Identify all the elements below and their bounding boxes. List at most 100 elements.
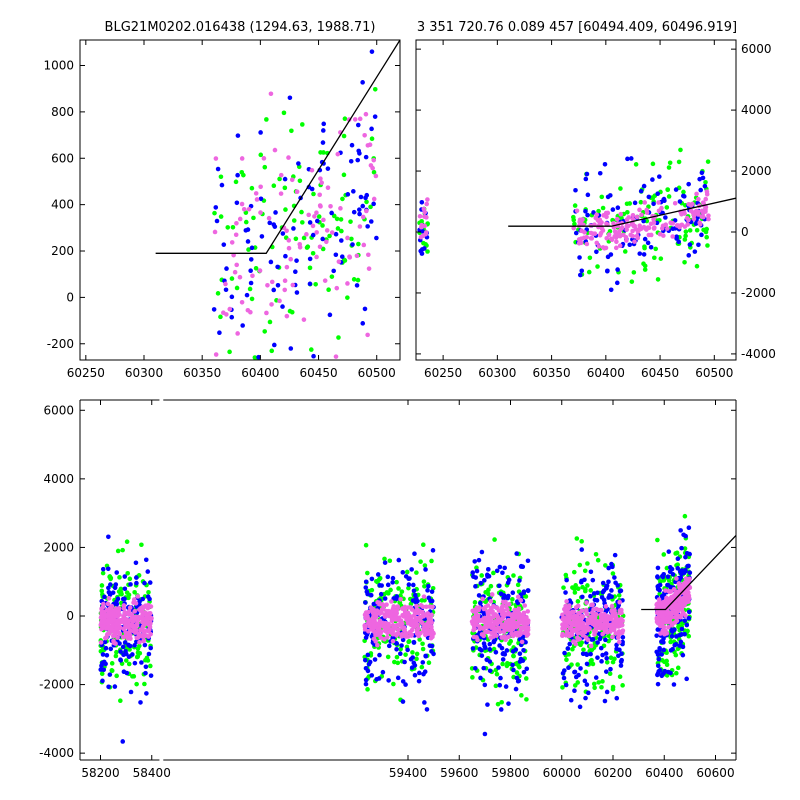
green-data-point [508, 638, 514, 644]
pink-data-point [703, 196, 709, 202]
blue-data-point [140, 596, 146, 602]
blue-data-point [294, 258, 299, 263]
blue-data-point [479, 549, 485, 555]
green-data-point [392, 659, 397, 665]
x-tick-label: 59400 [389, 766, 427, 780]
blue-data-point [472, 559, 478, 564]
pink-data-point [618, 211, 624, 217]
green-data-point [560, 685, 565, 690]
blue-data-point [608, 193, 613, 198]
blue-data-point [487, 647, 493, 652]
pink-data-point [364, 208, 369, 214]
model-curve [155, 40, 400, 254]
pink-data-point [568, 625, 573, 631]
pink-data-point [595, 619, 600, 625]
pink-data-point [146, 628, 151, 634]
blue-data-point [411, 582, 416, 588]
pink-data-point [357, 224, 363, 229]
green-data-point [673, 652, 679, 658]
green-data-point [499, 699, 504, 705]
pink-data-point [600, 631, 605, 637]
pink-data-point [414, 603, 419, 609]
pink-data-point [509, 631, 514, 636]
bottom-full-lightcurve-plot: 58200 58400 59400 59600 59800 60000 60200 60400… [39, 399, 737, 780]
blue-data-point [356, 148, 362, 154]
pink-data-point [366, 266, 372, 271]
pink-data-point [611, 619, 617, 624]
green-data-point [492, 537, 497, 542]
pink-data-point [571, 225, 576, 231]
pink-data-point [142, 633, 147, 639]
green-data-point [99, 583, 105, 588]
blue-data-point [476, 593, 482, 598]
green-data-point [331, 213, 337, 219]
blue-data-point [248, 257, 254, 262]
pink-data-point [362, 627, 368, 632]
green-data-point [588, 588, 593, 593]
pink-data-point [429, 624, 434, 630]
pink-data-point [560, 616, 565, 622]
blue-data-point [578, 579, 584, 585]
blue-data-point [686, 525, 692, 531]
blue-data-point [525, 588, 531, 594]
pink-data-point [423, 230, 429, 235]
blue-data-point [122, 640, 128, 645]
blue-data-point [118, 649, 123, 654]
green-data-point [143, 657, 148, 663]
blue-data-point [679, 626, 685, 632]
blue-data-point [291, 226, 296, 231]
blue-data-point [595, 655, 600, 660]
blue-data-point [659, 639, 664, 644]
green-data-point [523, 676, 529, 681]
pink-data-point [229, 240, 235, 245]
blue-data-point [502, 565, 507, 571]
blue-data-point [355, 122, 361, 128]
pink-data-point [674, 603, 679, 609]
blue-data-point [632, 200, 638, 206]
blue-data-point [600, 580, 606, 586]
x-tick-label: 60600 [696, 766, 734, 780]
pink-data-point [304, 232, 309, 237]
blue-data-point [565, 646, 571, 651]
green-data-point [681, 189, 686, 195]
y-tick-label: 800 [51, 105, 74, 119]
pink-data-point [284, 313, 290, 319]
green-data-point [586, 269, 592, 275]
pink-data-point [122, 610, 128, 615]
pink-data-point [375, 642, 380, 648]
green-data-point [703, 179, 708, 185]
green-data-point [253, 266, 259, 271]
y-tick-label: 400 [51, 198, 74, 212]
green-data-point [618, 186, 623, 191]
pink-data-point [610, 634, 615, 640]
green-data-point [229, 276, 235, 281]
pink-data-point [264, 310, 269, 316]
pink-data-point [604, 617, 609, 623]
blue-data-point [105, 566, 111, 572]
green-data-point [310, 250, 316, 256]
blue-data-point [117, 641, 122, 646]
pink-data-point [382, 613, 388, 618]
pink-data-point [241, 206, 247, 212]
pink-data-point [703, 207, 708, 212]
blue-data-point [223, 287, 229, 293]
pink-data-point [232, 269, 238, 275]
green-data-point [658, 256, 664, 261]
blue-data-point [599, 659, 604, 664]
blue-data-point [371, 201, 376, 207]
pink-data-point [147, 611, 153, 616]
pink-data-point [522, 603, 528, 608]
blue-data-point [700, 175, 706, 181]
pink-data-point [121, 626, 127, 632]
pink-data-point [562, 625, 568, 631]
blue-data-point [357, 211, 362, 217]
pink-data-point [284, 228, 289, 234]
blue-data-point [106, 585, 111, 591]
blue-data-point [122, 586, 128, 592]
blue-data-point [411, 660, 417, 666]
pink-data-point [329, 230, 335, 235]
pink-data-point [576, 240, 582, 246]
pink-data-point [366, 621, 371, 626]
green-data-point [576, 586, 581, 592]
pink-data-point [583, 624, 589, 629]
